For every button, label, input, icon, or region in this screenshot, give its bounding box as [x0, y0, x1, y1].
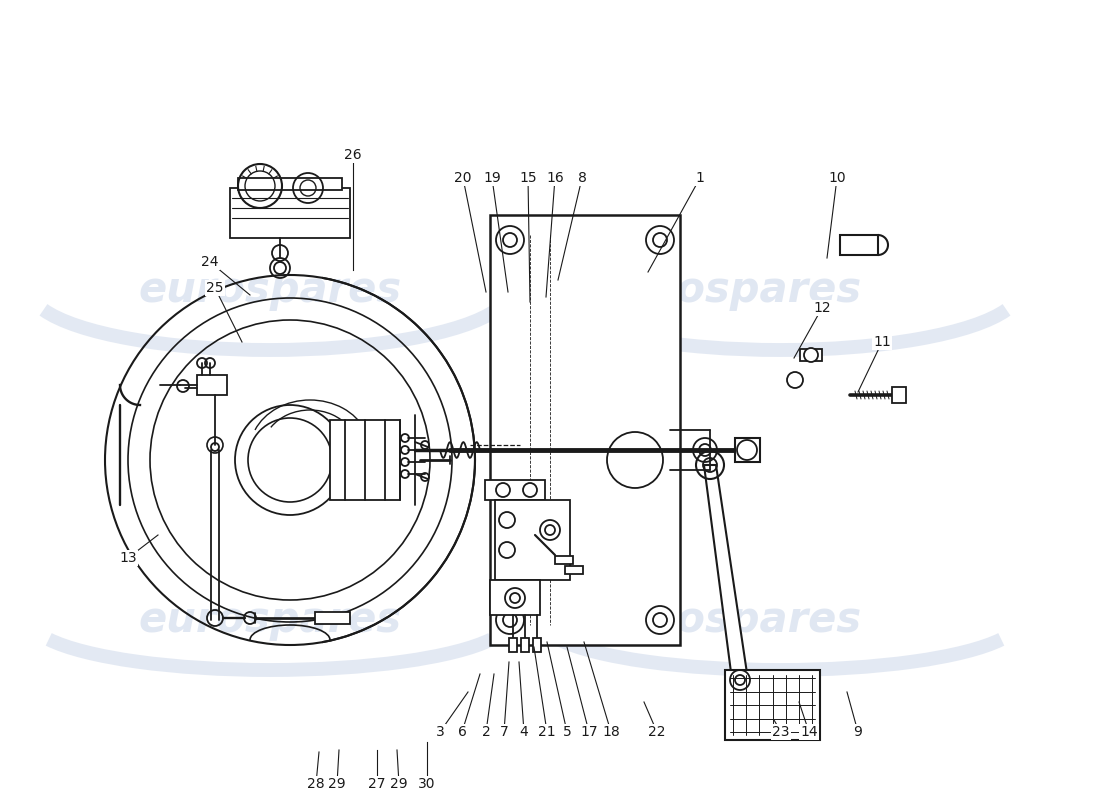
Text: 13: 13: [119, 551, 136, 565]
Text: 21: 21: [538, 725, 556, 739]
Polygon shape: [704, 465, 748, 680]
Text: 23: 23: [772, 725, 790, 739]
Text: 17: 17: [580, 725, 597, 739]
Text: eurospares: eurospares: [139, 269, 402, 311]
Text: 7: 7: [499, 725, 508, 739]
Text: 9: 9: [854, 725, 862, 739]
Bar: [565, 566, 583, 574]
Polygon shape: [495, 500, 570, 580]
Bar: [556, 556, 573, 564]
Text: 26: 26: [344, 148, 362, 162]
Bar: [490, 215, 680, 645]
Text: 8: 8: [578, 171, 586, 185]
Text: 16: 16: [546, 171, 564, 185]
Text: 3: 3: [436, 725, 444, 739]
Text: 1: 1: [695, 171, 704, 185]
Polygon shape: [230, 188, 350, 238]
Bar: [892, 387, 906, 403]
Text: 6: 6: [458, 725, 466, 739]
Polygon shape: [238, 178, 342, 190]
Text: 5: 5: [562, 725, 571, 739]
Text: 15: 15: [519, 171, 537, 185]
Circle shape: [402, 470, 409, 478]
Text: 2: 2: [482, 725, 491, 739]
Circle shape: [402, 434, 409, 442]
Text: 29: 29: [328, 777, 345, 791]
Text: 12: 12: [813, 301, 830, 315]
Bar: [521, 638, 529, 652]
Bar: [534, 638, 541, 652]
Text: 14: 14: [800, 725, 817, 739]
Bar: [509, 638, 517, 652]
Text: 19: 19: [483, 171, 500, 185]
Text: 28: 28: [307, 777, 324, 791]
Text: eurospares: eurospares: [139, 599, 402, 641]
Text: 4: 4: [519, 725, 528, 739]
Text: eurospares: eurospares: [598, 269, 861, 311]
Text: eurospares: eurospares: [598, 599, 861, 641]
Text: 18: 18: [602, 725, 620, 739]
Bar: [725, 670, 820, 740]
Text: 30: 30: [418, 777, 436, 791]
Text: 10: 10: [828, 171, 846, 185]
Text: 27: 27: [368, 777, 386, 791]
Polygon shape: [485, 480, 544, 500]
Bar: [840, 235, 878, 255]
Text: 20: 20: [454, 171, 472, 185]
Bar: [197, 375, 227, 395]
Text: 22: 22: [648, 725, 666, 739]
Circle shape: [402, 446, 409, 454]
Circle shape: [804, 348, 818, 362]
Text: 24: 24: [201, 255, 219, 269]
Bar: [315, 612, 350, 624]
Circle shape: [402, 458, 409, 466]
Bar: [800, 349, 822, 361]
Polygon shape: [330, 420, 400, 500]
Text: 25: 25: [207, 281, 223, 295]
Bar: [735, 438, 760, 462]
Polygon shape: [490, 580, 540, 615]
Text: 29: 29: [390, 777, 408, 791]
Text: 11: 11: [873, 335, 891, 349]
